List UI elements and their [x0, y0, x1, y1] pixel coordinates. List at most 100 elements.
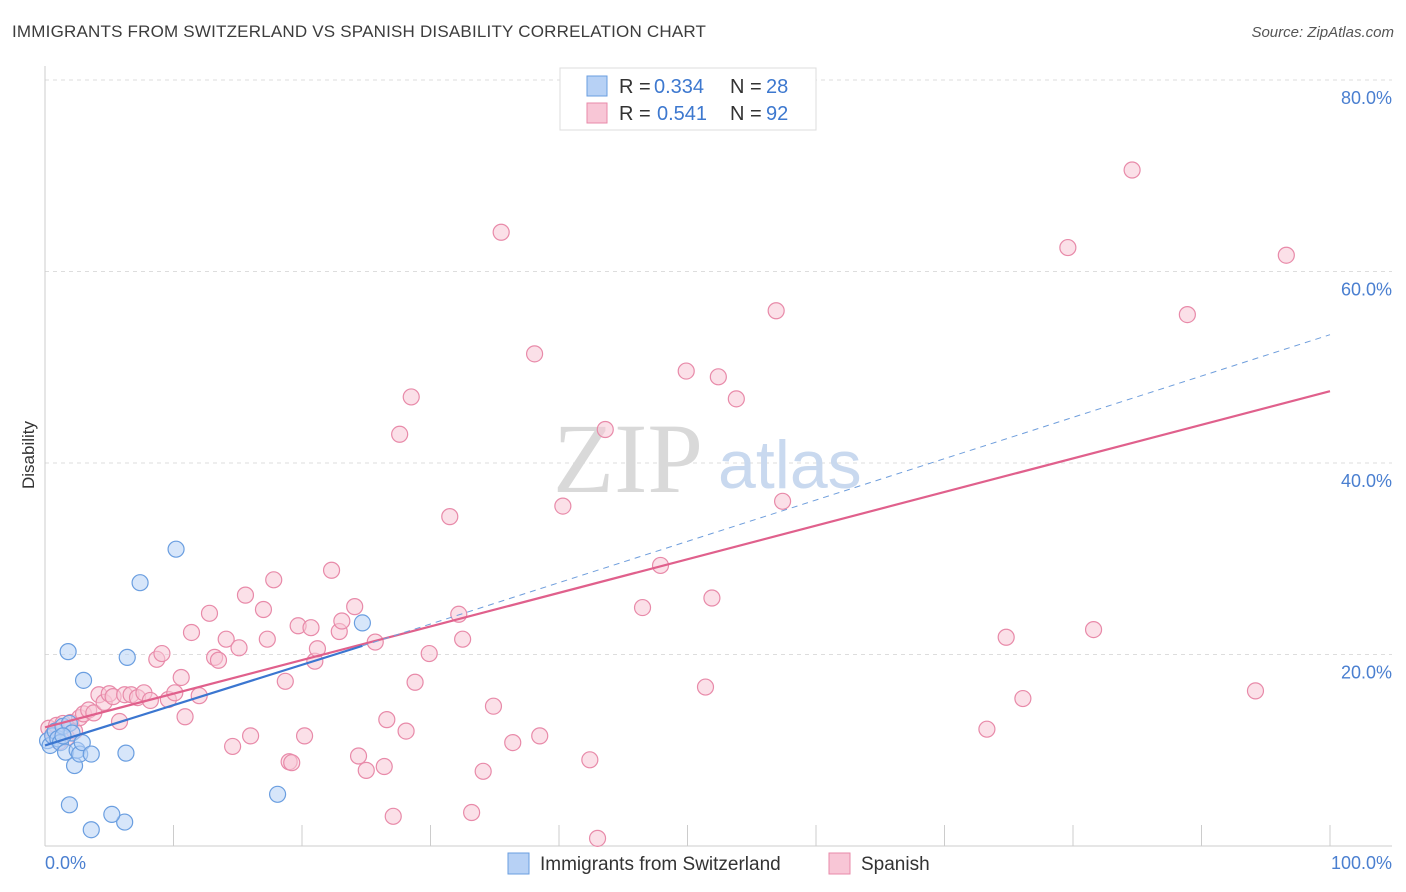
spanish-point-75 — [581, 751, 599, 769]
switzerland-point-21 — [60, 796, 79, 814]
y-tick-label-20: 20.0% — [1341, 663, 1392, 683]
legend-r-value-spanish: 0.541 — [657, 103, 707, 125]
spanish-point-78 — [633, 598, 652, 617]
spanish-point-83 — [709, 368, 727, 386]
spanish-point-46 — [302, 619, 320, 637]
spanish-point-39 — [258, 630, 276, 648]
legend-swatch-spanish — [586, 102, 608, 124]
points-layer — [38, 161, 1295, 847]
y-axis-label: Disability — [19, 420, 38, 489]
spanish-point-91 — [1084, 621, 1103, 639]
spanish-point-36 — [236, 586, 255, 604]
legend-n-label-1: N = — [730, 103, 762, 125]
spanish-point-80 — [677, 362, 695, 380]
bottom-legend-swatch-switzerland — [507, 852, 530, 875]
trend-layer — [44, 334, 1331, 747]
spanish-point-27 — [176, 708, 194, 726]
spanish-point-61 — [402, 388, 420, 406]
switzerland-point-26 — [353, 614, 371, 632]
spanish-point-85 — [773, 492, 792, 510]
spanish-point-62 — [406, 673, 424, 691]
spanish-point-89 — [1014, 689, 1032, 708]
top-legend: R = 0.334 N = 28 R = 0.541 N = 92 — [559, 67, 817, 131]
bottom-legend-label-switzerland: Immigrants from Switzerland — [540, 854, 781, 875]
x-tick-label-max: 100.0% — [1331, 853, 1392, 873]
legend-swatch-switzerland — [586, 75, 608, 97]
switzerland-point-25 — [268, 785, 287, 803]
spanish-point-90 — [1059, 238, 1077, 257]
legend-r-label-1: R = — [619, 103, 651, 125]
spanish-point-54 — [357, 761, 375, 779]
spanish-point-23 — [153, 644, 171, 663]
spanish-point-94 — [1246, 682, 1265, 700]
spanish-point-64 — [441, 508, 459, 526]
spanish-point-32 — [209, 651, 228, 669]
switzerland-point-18 — [116, 813, 134, 831]
spanish-point-93 — [1178, 305, 1196, 324]
switzerland-trend-extension — [362, 334, 1331, 647]
spanish-point-45 — [295, 727, 314, 745]
spanish-point-81 — [696, 678, 715, 696]
switzerland-point-16 — [59, 643, 77, 661]
spanish-point-59 — [391, 425, 409, 443]
watermark-atlas: atlas — [718, 427, 862, 503]
spanish-point-73 — [531, 727, 549, 745]
y-tick-label-60: 60.0% — [1341, 280, 1392, 300]
x-tick-label-min: 0.0% — [45, 853, 86, 873]
spanish-point-34 — [224, 737, 242, 756]
spanish-point-28 — [182, 623, 201, 642]
switzerland-point-22 — [118, 648, 136, 666]
spanish-point-71 — [504, 733, 522, 752]
spanish-point-87 — [978, 720, 996, 738]
switzerland-point-23 — [131, 574, 149, 592]
bottom-legend-swatch-spanish — [828, 852, 851, 875]
spanish-point-33 — [217, 630, 235, 648]
spanish-point-72 — [525, 345, 544, 363]
switzerland-point-15 — [82, 745, 100, 763]
spanish-point-68 — [474, 762, 492, 780]
legend-n-value-switzerland: 28 — [766, 76, 788, 98]
spanish-point-58 — [384, 807, 402, 825]
spanish-point-88 — [997, 628, 1015, 646]
switzerland-trend-line — [44, 644, 363, 747]
y-tick-label-40: 40.0% — [1341, 471, 1392, 491]
spanish-point-70 — [492, 223, 510, 241]
spanish-point-69 — [484, 697, 503, 715]
spanish-point-40 — [265, 571, 283, 589]
switzerland-point-17 — [117, 744, 135, 762]
spanish-point-41 — [276, 672, 294, 690]
bottom-legend-label-spanish: Spanish — [861, 854, 930, 875]
spanish-point-57 — [378, 711, 396, 729]
spanish-point-66 — [454, 630, 472, 648]
spanish-point-82 — [703, 589, 721, 607]
y-tick-label-80: 80.0% — [1341, 88, 1392, 108]
switzerland-point-24 — [167, 540, 185, 558]
switzerland-point-14 — [74, 671, 93, 689]
spanish-point-74 — [554, 497, 572, 515]
spanish-point-37 — [242, 727, 260, 745]
watermark: ZIP atlas — [553, 403, 862, 514]
spanish-point-49 — [322, 561, 341, 579]
grid-layer — [45, 79, 1392, 655]
spanish-point-43 — [283, 754, 301, 772]
spanish-point-77 — [588, 829, 607, 847]
chart-title: IMMIGRANTS FROM SWITZERLAND VS SPANISH D… — [12, 22, 707, 41]
spanish-point-60 — [397, 722, 415, 740]
watermark-zip: ZIP — [553, 403, 703, 514]
spanish-point-67 — [463, 803, 481, 822]
spanish-trend-line — [44, 390, 1331, 729]
source-label: Source: ZipAtlas.com — [1251, 24, 1394, 41]
axis-layer: 20.0% 40.0% 60.0% 80.0% 0.0% 100.0% Disability — [19, 66, 1392, 873]
spanish-point-51 — [333, 612, 351, 630]
legend-n-label-0: N = — [730, 76, 762, 98]
spanish-point-86 — [767, 302, 785, 320]
spanish-point-92 — [1123, 161, 1141, 179]
legend-r-value-switzerland: 0.334 — [654, 76, 704, 98]
spanish-point-76 — [596, 420, 614, 439]
legend-r-label-0: R = — [619, 76, 651, 98]
spanish-point-30 — [200, 604, 219, 622]
switzerland-point-27 — [54, 727, 72, 745]
spanish-point-84 — [727, 390, 745, 408]
spanish-point-26 — [172, 668, 190, 687]
